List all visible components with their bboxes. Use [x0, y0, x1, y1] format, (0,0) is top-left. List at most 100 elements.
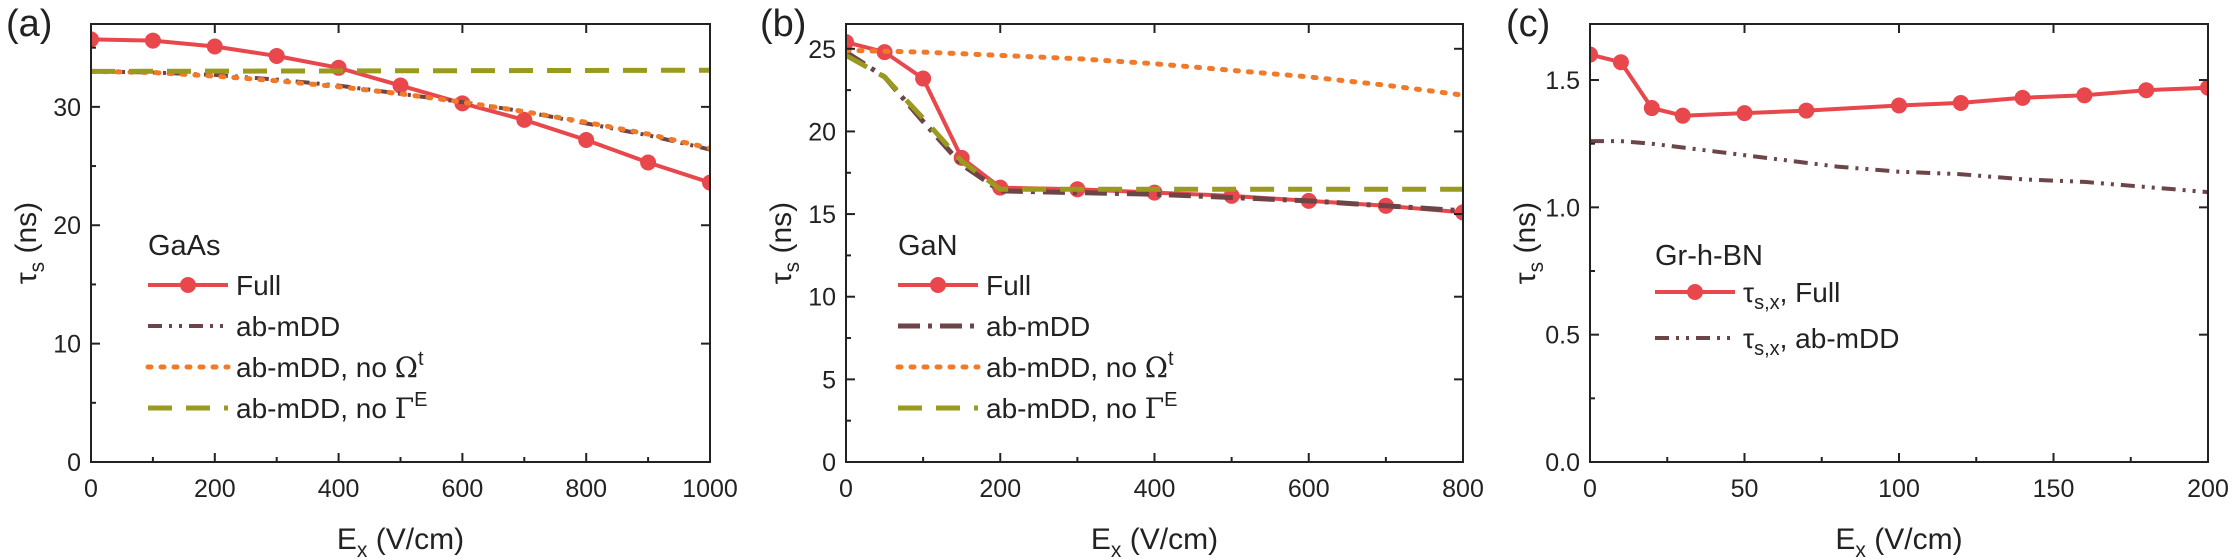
y-tick-label: 30	[53, 94, 81, 122]
y-axis-title: τs (ns)	[1509, 202, 1548, 284]
x-tick-label: 150	[2033, 475, 2075, 503]
plot-area	[1590, 46, 2208, 195]
legend-label-text: ab-mDD, no	[236, 393, 395, 424]
legend-superscript: E	[414, 389, 427, 411]
x-tick-label: 400	[318, 475, 360, 503]
legend-label-1: τs,x, ab-mDD	[1743, 323, 1899, 360]
data-point	[1674, 107, 1691, 124]
y-axis-symbol: τ	[1509, 272, 1542, 284]
legend-label-text: ab-mDD, no	[986, 393, 1145, 424]
legend-label-2: ab-mDD, no Ωt	[236, 348, 424, 384]
x-axis-title: Ex (V/cm)	[337, 523, 464, 560]
legend-marker	[180, 277, 196, 293]
data-point	[1952, 94, 1969, 111]
data-point	[392, 77, 409, 94]
legend-label-tail: , ab-mDD	[1780, 323, 1900, 354]
x-tick-label: 800	[565, 475, 607, 503]
legend-subscript: s,x	[1754, 292, 1780, 314]
data-point	[1643, 100, 1660, 117]
y-axis-symbol: τ	[10, 272, 43, 284]
legend-label-text: Full	[236, 270, 281, 301]
legend-label-text: Full	[986, 270, 1031, 301]
data-point	[1612, 54, 1629, 71]
legend-symbol: Ω	[395, 351, 418, 384]
x-tick-label: 200	[979, 475, 1021, 503]
legend-superscript: t	[418, 348, 424, 370]
legend-label-tail: , Full	[1780, 277, 1841, 308]
data-point	[2014, 89, 2031, 106]
legend-label-3: ab-mDD, no ΓE	[236, 389, 428, 425]
data-point	[2076, 87, 2093, 104]
legend-subscript: s,x	[1754, 338, 1780, 360]
legend-marker	[1687, 284, 1703, 300]
data-point	[702, 174, 710, 191]
y-tick-label: 10	[53, 331, 81, 359]
legend-label-2: ab-mDD, no Ωt	[986, 348, 1174, 384]
x-tick-label: 0	[84, 475, 98, 503]
x-tick-label: 200	[2187, 475, 2229, 503]
series-line-0	[91, 37, 710, 185]
y-tick-label: 0.5	[1545, 322, 1580, 350]
x-axis-title: Ex (V/cm)	[1835, 523, 1962, 560]
y-tick-label: 5	[822, 366, 836, 394]
legend-title: GaAs	[148, 230, 221, 262]
panel-label: (c)	[1506, 3, 1550, 45]
legend-superscript: E	[1164, 389, 1177, 411]
legend-label-text: τ	[1743, 323, 1754, 354]
legend-label-1: ab-mDD	[986, 311, 1090, 342]
data-point	[516, 111, 533, 128]
y-tick-label: 10	[808, 284, 836, 312]
y-axis-subscript: s	[781, 262, 804, 273]
data-point	[578, 132, 595, 149]
y-tick-label: 15	[808, 201, 836, 229]
y-tick-label: 25	[808, 36, 836, 64]
y-axis-title: τs (ns)	[765, 202, 804, 284]
legend-label-text: ab-mDD, no	[986, 352, 1145, 383]
legend-title: Gr-h-BN	[1655, 240, 1763, 272]
data-point	[915, 70, 932, 87]
y-tick-label: 0	[822, 449, 836, 477]
legend-superscript: t	[1168, 348, 1174, 370]
data-point	[268, 47, 285, 64]
y-axis-subscript: s	[26, 262, 49, 273]
legend-label-text: ab-mDD	[236, 311, 340, 342]
y-tick-label: 20	[808, 118, 836, 146]
x-axis-subscript: x	[1855, 539, 1866, 560]
y-tick-label: 1.0	[1545, 194, 1580, 222]
x-tick-label: 100	[1878, 475, 1920, 503]
legend-label-text: ab-mDD	[986, 311, 1090, 342]
x-axis-title: Ex (V/cm)	[1091, 523, 1218, 560]
y-axis-title: τs (ns)	[10, 202, 49, 284]
data-point	[2138, 82, 2155, 99]
x-tick-label: 400	[1134, 475, 1176, 503]
data-point	[144, 32, 161, 49]
y-axis-subscript: s	[1525, 262, 1548, 273]
panel-a: 0 200 400 600 800 1000 0 10 20 30 (a) Ex (V/cm) τs (…	[6, 3, 738, 560]
y-tick-label: 20	[53, 212, 81, 240]
legend-label-1: ab-mDD	[236, 311, 340, 342]
y-axis-units: (ns)	[1509, 202, 1542, 262]
data-point	[206, 38, 223, 55]
x-axis-symbol: E	[337, 523, 357, 556]
legend-symbol: Γ	[1145, 392, 1164, 425]
x-axis-units: (V/cm)	[367, 523, 464, 556]
x-tick-label: 800	[1442, 475, 1484, 503]
x-axis-units: (V/cm)	[1121, 523, 1218, 556]
y-tick-label: 1.5	[1545, 67, 1580, 95]
series-line-2	[846, 47, 1463, 98]
x-tick-label: 200	[194, 475, 236, 503]
panel-b: 0 200 400 600 800 0 5 10 15 20 25(b) Ex (V/cm) τs (n…	[760, 3, 1484, 560]
y-tick-label: 0	[67, 449, 81, 477]
legend-label-text: ab-mDD, no	[236, 352, 395, 383]
plot-area	[91, 31, 710, 191]
x-tick-label: 1000	[682, 475, 738, 503]
legend-label-3: ab-mDD, no ΓE	[986, 389, 1178, 425]
legend-label-0: Full	[986, 270, 1031, 301]
series-line-1	[1590, 139, 2208, 195]
x-tick-label: 0	[1583, 475, 1597, 503]
x-axis-symbol: E	[1091, 523, 1111, 556]
data-point	[2200, 79, 2208, 96]
x-tick-label: 600	[1288, 475, 1330, 503]
